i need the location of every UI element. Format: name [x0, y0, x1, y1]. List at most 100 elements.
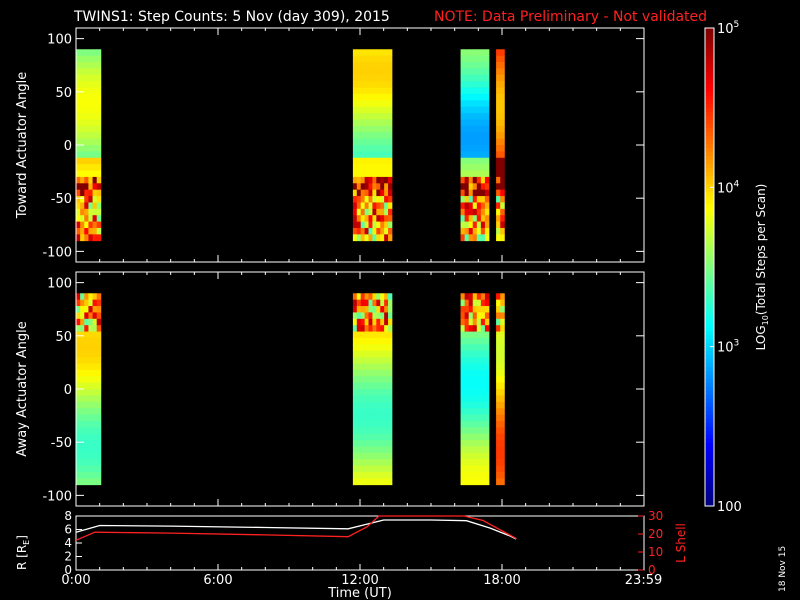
heatmap-cell — [372, 55, 377, 63]
colorbar-segment — [705, 175, 714, 180]
colorbar-segment — [705, 362, 714, 368]
heatmap-cell — [376, 446, 381, 454]
heatmap-cell — [484, 55, 490, 63]
colorbar-tick-base: 10 — [717, 181, 734, 196]
heatmap-cell — [476, 465, 482, 473]
heatmap-cell — [372, 337, 377, 345]
heatmap-cell — [76, 164, 81, 171]
heatmap-cell — [364, 446, 369, 454]
heatmap-cell — [76, 478, 81, 486]
heatmap-cell — [468, 49, 474, 57]
heatmap-cell — [376, 87, 381, 95]
heatmap-cell — [384, 215, 389, 222]
heatmap-cell — [356, 189, 362, 197]
heatmap-cell — [500, 151, 505, 159]
heatmap-cell — [388, 433, 393, 441]
heatmap-cell — [352, 465, 358, 473]
heatmap-cell — [476, 106, 482, 114]
heatmap-cell — [372, 87, 377, 95]
heatmap-cell — [364, 55, 369, 63]
heatmap-cell — [88, 164, 93, 171]
colorbar-segment — [705, 394, 714, 399]
heatmap-cell — [96, 227, 102, 235]
heatmap-cell — [464, 478, 470, 486]
heatmap-cell — [80, 49, 85, 57]
heatmap-cell — [480, 189, 486, 197]
heatmap-cell — [472, 125, 478, 133]
heatmap-cell — [380, 452, 385, 460]
heatmap-cell — [80, 189, 85, 197]
heatmap-cell — [388, 306, 393, 313]
y-tick-label-right: 10 — [648, 545, 663, 559]
heatmap-cell — [500, 331, 505, 339]
heatmap-cell — [472, 363, 478, 371]
colorbar-segment — [705, 494, 714, 499]
heatmap-cell — [472, 325, 478, 332]
heatmap-cell — [480, 465, 486, 473]
y-axis-label-left-sub: E — [22, 540, 31, 545]
heatmap-cell — [84, 227, 89, 235]
heatmap-cell — [464, 337, 470, 345]
heatmap-cell — [76, 299, 81, 307]
heatmap-cell — [96, 408, 102, 415]
heatmap-cell — [368, 363, 373, 371]
heatmap-cell — [376, 465, 381, 473]
heatmap-cell — [368, 318, 373, 326]
heatmap-cell — [468, 55, 474, 63]
heatmap-cell — [88, 389, 93, 396]
heatmap-cell — [84, 350, 89, 358]
heatmap-cell — [464, 401, 470, 409]
heatmap-cell — [80, 312, 85, 320]
heatmap-cell — [88, 74, 93, 82]
heatmap-cell — [364, 331, 369, 339]
heatmap-cell — [460, 433, 466, 441]
heatmap-cell — [464, 113, 470, 120]
heatmap-cell — [484, 151, 490, 159]
heatmap-cell — [84, 49, 89, 57]
heatmap-cell — [388, 176, 393, 184]
heatmap-cell — [356, 369, 362, 377]
colorbar-segment — [705, 270, 714, 276]
heatmap-cell — [364, 420, 369, 428]
heatmap-cell — [496, 138, 501, 146]
heatmap-cell — [380, 459, 385, 466]
heatmap-cell — [380, 208, 385, 216]
heatmap-cell — [372, 299, 377, 307]
heatmap-cell — [468, 325, 474, 332]
heatmap-cell — [352, 427, 358, 435]
heatmap-cell — [96, 299, 102, 307]
colorbar-segment — [705, 79, 714, 85]
heatmap-cell — [372, 215, 377, 222]
heatmap-cell — [368, 151, 373, 159]
heatmap-cell — [96, 293, 102, 301]
heatmap-cell — [92, 299, 98, 307]
heatmap-cell — [368, 183, 373, 191]
heatmap-cell — [372, 440, 377, 447]
heatmap-cell — [88, 331, 93, 339]
colorbar-segment — [705, 398, 714, 403]
heatmap-cell — [372, 183, 377, 191]
heatmap-cell — [460, 299, 466, 307]
heatmap-cell — [476, 74, 482, 82]
heatmap-cell — [380, 299, 385, 307]
heatmap-cell — [88, 478, 93, 486]
y-tick-label: -50 — [51, 192, 72, 207]
heatmap-cell — [80, 138, 85, 146]
y-tick-label: 50 — [55, 86, 72, 101]
heatmap-cell — [496, 176, 501, 184]
heatmap-cell — [484, 318, 490, 326]
heatmap-cell — [88, 113, 93, 120]
heatmap-cell — [496, 401, 501, 409]
heatmap-cell — [480, 132, 486, 140]
heatmap-cell — [380, 176, 385, 184]
heatmap-cell — [376, 389, 381, 396]
heatmap-cell — [372, 382, 377, 390]
heatmap-cell — [472, 145, 478, 152]
heatmap-cell — [476, 145, 482, 152]
heatmap-cell — [460, 170, 466, 178]
heatmap-cell — [468, 318, 474, 326]
heatmap-cell — [80, 157, 85, 165]
heatmap-cell — [380, 234, 385, 242]
heatmap-cell — [96, 363, 102, 371]
heatmap-cell — [92, 420, 98, 428]
